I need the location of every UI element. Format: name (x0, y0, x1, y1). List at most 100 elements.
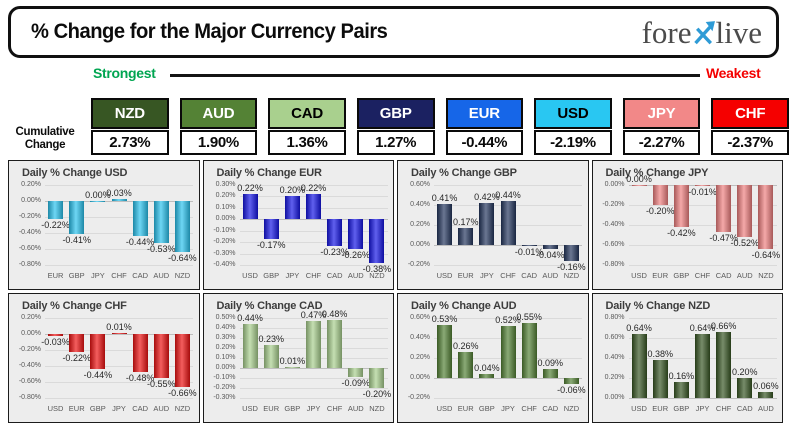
chart-title: Daily % Change JPY (605, 167, 709, 179)
y-tick-label: 0.10% (215, 354, 236, 361)
bar (479, 203, 495, 245)
currency-code: CHF (711, 98, 789, 129)
bar-value-label: 0.22% (300, 183, 327, 194)
bar-value-label: 0.01% (106, 322, 132, 333)
category-label: CAD (542, 404, 559, 413)
category-label: GBP (673, 404, 690, 413)
bar-value-label: -0.03% (41, 337, 70, 348)
bar-value-label: -0.44% (83, 370, 113, 381)
category-label: JPY (112, 404, 126, 413)
bar (500, 326, 516, 378)
y-tick-label: 0.40% (410, 334, 430, 341)
weakest-label: Weakest (706, 65, 761, 81)
currency-code: GBP (356, 98, 435, 129)
y-tick-label: -0.20% (602, 201, 625, 208)
y-tick-label: 0.20% (215, 192, 236, 200)
category-label: NZD (758, 271, 774, 280)
bar (348, 368, 364, 377)
bar (306, 194, 321, 220)
category-label: USD (242, 271, 258, 280)
y-tick-label: -0.20% (213, 238, 236, 246)
y-tick-label: 0.00% (21, 197, 41, 204)
bar (479, 374, 495, 378)
category-label: GBP (284, 404, 301, 413)
y-tick-label: 0.00% (604, 394, 625, 401)
category-label: JPY (306, 404, 321, 413)
gridline (434, 265, 582, 266)
y-tick-label: 0.20% (604, 374, 625, 381)
gridline (239, 185, 388, 186)
cumulative-value: -2.27% (622, 130, 701, 155)
gridline (628, 245, 777, 246)
gridline (434, 185, 582, 186)
y-tick-label: 0.60% (410, 314, 430, 321)
currency-code: USD (534, 98, 612, 129)
category-label: CHF (715, 404, 732, 413)
category-label: GBP (68, 271, 85, 280)
currency-code: CAD (268, 98, 346, 129)
category-label: GBP (673, 271, 690, 280)
bar (174, 201, 190, 253)
bar-value-label: 0.00% (85, 190, 111, 200)
bar-value-label: 0.48% (321, 309, 348, 319)
bar (437, 204, 453, 245)
bar-value-label: -0.20% (645, 206, 675, 216)
currency-box-GBP: GBP 1.27% (356, 98, 435, 155)
gridline (628, 205, 777, 206)
currency-code: NZD (91, 98, 169, 129)
gridline (45, 249, 193, 250)
bar (673, 185, 689, 227)
category-label: NZD (563, 271, 580, 280)
bar-value-label: -0.52% (730, 238, 760, 248)
gridline (45, 318, 193, 319)
bar-value-label: 0.64% (689, 323, 716, 333)
bar-value-label: 0.20% (732, 367, 758, 377)
y-tick-label: -0.60% (18, 378, 41, 385)
bar-value-label: -0.01% (688, 187, 717, 197)
currency-code: AUD (179, 98, 258, 129)
bar-value-label: -0.22% (62, 352, 91, 363)
bar-value-label: 0.00% (626, 174, 652, 184)
chart-panel-gbp: Daily % Change GBP 0.60% 0.40% 0.20% 0.00% -0… (397, 160, 589, 290)
bar (563, 245, 579, 261)
y-tick-label: 0.80% (604, 314, 625, 321)
chart-panel-aud: Daily % Change AUD 0.60% 0.40% 0.20% 0.00% -0… (397, 293, 589, 423)
category-label: CAD (326, 271, 343, 280)
y-tick-label: 0.20% (21, 181, 41, 188)
y-tick-label: -0.80% (18, 394, 41, 401)
bar (521, 245, 537, 246)
gridline (239, 368, 388, 369)
bar (737, 185, 753, 237)
bar (695, 185, 710, 186)
bar-value-label: -0.22% (41, 219, 70, 230)
bar-value-label: -0.66% (168, 387, 197, 398)
gridline (628, 265, 777, 266)
bar (521, 323, 537, 378)
bar (716, 185, 732, 232)
category-label: CAD (715, 271, 732, 280)
category-label: AUD (347, 404, 364, 413)
bar (284, 196, 300, 220)
y-tick-label: 0.40% (410, 201, 430, 208)
gridline (239, 378, 388, 379)
bar (111, 198, 127, 201)
chart-panel-chf: Daily % Change CHF 0.20% 0.00% -0.20% -0.40%… (8, 293, 200, 423)
category-label: EUR (457, 404, 474, 413)
category-label: CAD (132, 404, 149, 413)
y-tick-label: -0.30% (213, 394, 236, 401)
y-tick-label: 0.20% (410, 354, 430, 361)
y-tick-label: 0.00% (215, 215, 236, 223)
category-label: EUR (68, 404, 85, 413)
gridline (45, 398, 193, 399)
y-tick-label: 0.00% (410, 374, 430, 381)
y-tick-label: -0.40% (213, 261, 236, 268)
category-label: AUD (153, 404, 170, 413)
bar-value-label: 0.23% (258, 334, 284, 344)
bar-value-label: -0.20% (362, 389, 392, 399)
cumulative-value: 1.27% (356, 130, 435, 155)
category-label: NZD (174, 404, 191, 413)
bar-value-label: 0.09% (537, 358, 564, 368)
bar (542, 369, 558, 378)
currency-box-USD: USD -2.19% (534, 98, 612, 155)
charts-grid: Daily % Change USD 0.20% 0.00% -0.20% -0.40%… (8, 160, 783, 423)
